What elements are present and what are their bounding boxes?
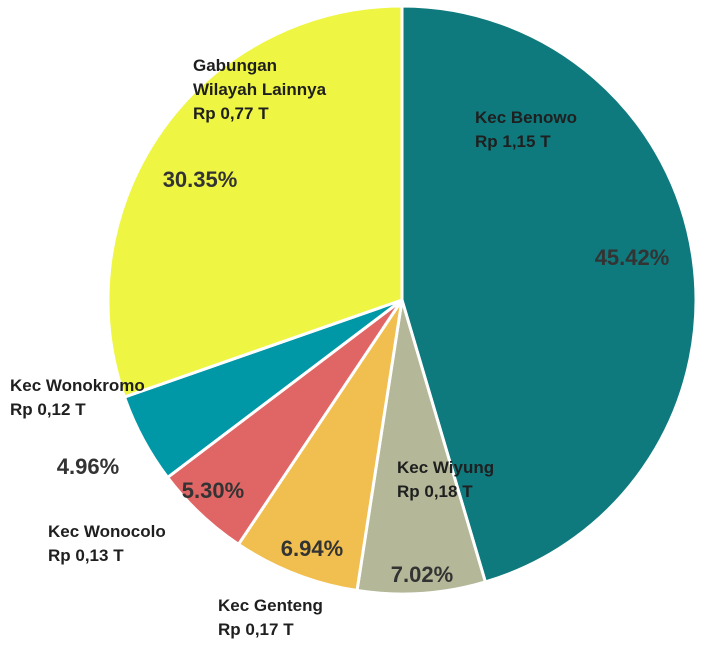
amount-label: Rp 0,12 T bbox=[10, 400, 86, 419]
slice-label: Gabungan Wilayah Lainnya Rp 0,77 T bbox=[193, 54, 326, 126]
category-label: Kec Wonocolo bbox=[48, 522, 166, 541]
pie-slice bbox=[106, 4, 404, 399]
category-label: Kec Wiyung bbox=[397, 458, 495, 477]
amount-label: Rp 0,17 T bbox=[218, 620, 294, 639]
amount-label: Rp 0,18 T bbox=[397, 482, 473, 501]
value-label: 7.02% bbox=[390, 562, 454, 587]
value-label: 45.42% bbox=[594, 245, 670, 270]
category-label: Kec Wonokromo bbox=[10, 376, 145, 395]
slice-label: Kec Genteng Rp 0,17 T bbox=[218, 594, 323, 642]
slice-label: Kec Benowo Rp 1,15 T bbox=[475, 106, 577, 154]
value-label: 30.35% bbox=[162, 167, 238, 192]
category-label: Kec Benowo bbox=[475, 108, 578, 127]
amount-label: Rp 1,15 T bbox=[475, 132, 551, 151]
slice-label: Kec Wiyung Rp 0,18 T bbox=[397, 456, 494, 504]
category-label: Kec Genteng bbox=[218, 596, 323, 615]
amount-label: Rp 0,13 T bbox=[48, 546, 124, 565]
slice-label: Kec Wonokromo Rp 0,12 T bbox=[10, 374, 145, 422]
value-label: 6.94% bbox=[280, 536, 344, 561]
category-label: Gabungan Wilayah Lainnya bbox=[193, 56, 327, 99]
pie-slice bbox=[355, 299, 488, 596]
value-label: 4.96% bbox=[56, 454, 120, 479]
slice-label: Kec Wonocolo Rp 0,13 T bbox=[48, 520, 166, 568]
value-label: 5.30% bbox=[181, 478, 245, 503]
pie-slice bbox=[400, 4, 698, 584]
pie-slice bbox=[236, 299, 404, 593]
amount-label: Rp 0,77 T bbox=[193, 104, 269, 123]
